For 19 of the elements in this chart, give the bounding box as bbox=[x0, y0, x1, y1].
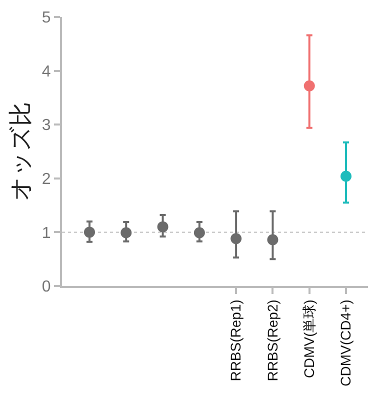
x-tick-label: CDMV(単球) bbox=[300, 300, 317, 378]
point bbox=[230, 233, 242, 244]
point bbox=[304, 80, 315, 92]
point bbox=[340, 170, 352, 182]
point bbox=[157, 221, 168, 232]
y-tick-label: 3 bbox=[42, 117, 51, 134]
y-tick-label: 4 bbox=[42, 63, 51, 80]
point bbox=[120, 227, 132, 238]
x-tick-label: RRBS(Rep1) bbox=[228, 300, 244, 382]
point bbox=[84, 226, 95, 238]
y-axis-title: オッズ比 bbox=[7, 102, 34, 201]
y-tick-label: 0 bbox=[42, 278, 51, 296]
x-tick-label: CDMV(CD4+) bbox=[338, 300, 354, 386]
y-tick-label: 2 bbox=[42, 171, 51, 188]
y-tick-label: 5 bbox=[42, 10, 51, 27]
y-tick-label: 1 bbox=[42, 224, 51, 242]
x-tick-label: RRBS(Rep2) bbox=[264, 300, 280, 382]
point bbox=[267, 234, 278, 246]
point bbox=[194, 227, 205, 238]
